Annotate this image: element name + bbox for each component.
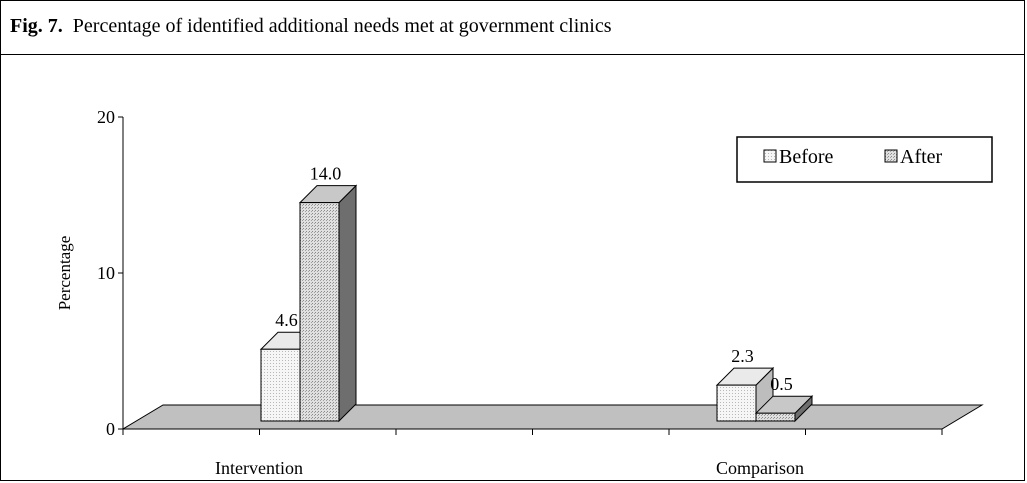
y-tick-label: 10: [97, 263, 115, 283]
y-axis-label: Percentage: [55, 236, 74, 311]
data-label: 14.0: [310, 164, 342, 184]
bar-before-comparison: [716, 384, 757, 422]
y-tick-label: 20: [97, 107, 115, 127]
legend-swatch-before: [763, 149, 777, 163]
chart-floor: [121, 404, 984, 430]
bar-after-comparison: [755, 412, 796, 422]
legend-swatch-after: [884, 149, 898, 163]
data-label: 0.5: [770, 374, 793, 394]
data-label: 2.3: [731, 346, 754, 366]
figure-title: Fig. 7. Percentage of identified addition…: [10, 15, 611, 38]
figure-title-bar: Fig. 7. Percentage of identified addition…: [0, 0, 1025, 55]
figure-number: Fig. 7.: [10, 15, 63, 37]
bar-before-intervention: [260, 348, 301, 422]
bar-after-intervention: [299, 202, 340, 422]
legend-label-before: Before: [779, 146, 834, 168]
bar-side-after-intervention: [338, 184, 357, 423]
x-category-label: Comparison: [716, 458, 804, 478]
legend-label-after: After: [900, 146, 943, 168]
figure-caption: Percentage of identified additional need…: [72, 15, 612, 37]
y-tick-label: 0: [106, 419, 115, 439]
x-category-label: Intervention: [215, 458, 303, 478]
data-label: 4.6: [275, 310, 298, 330]
legend-box: [736, 136, 993, 183]
